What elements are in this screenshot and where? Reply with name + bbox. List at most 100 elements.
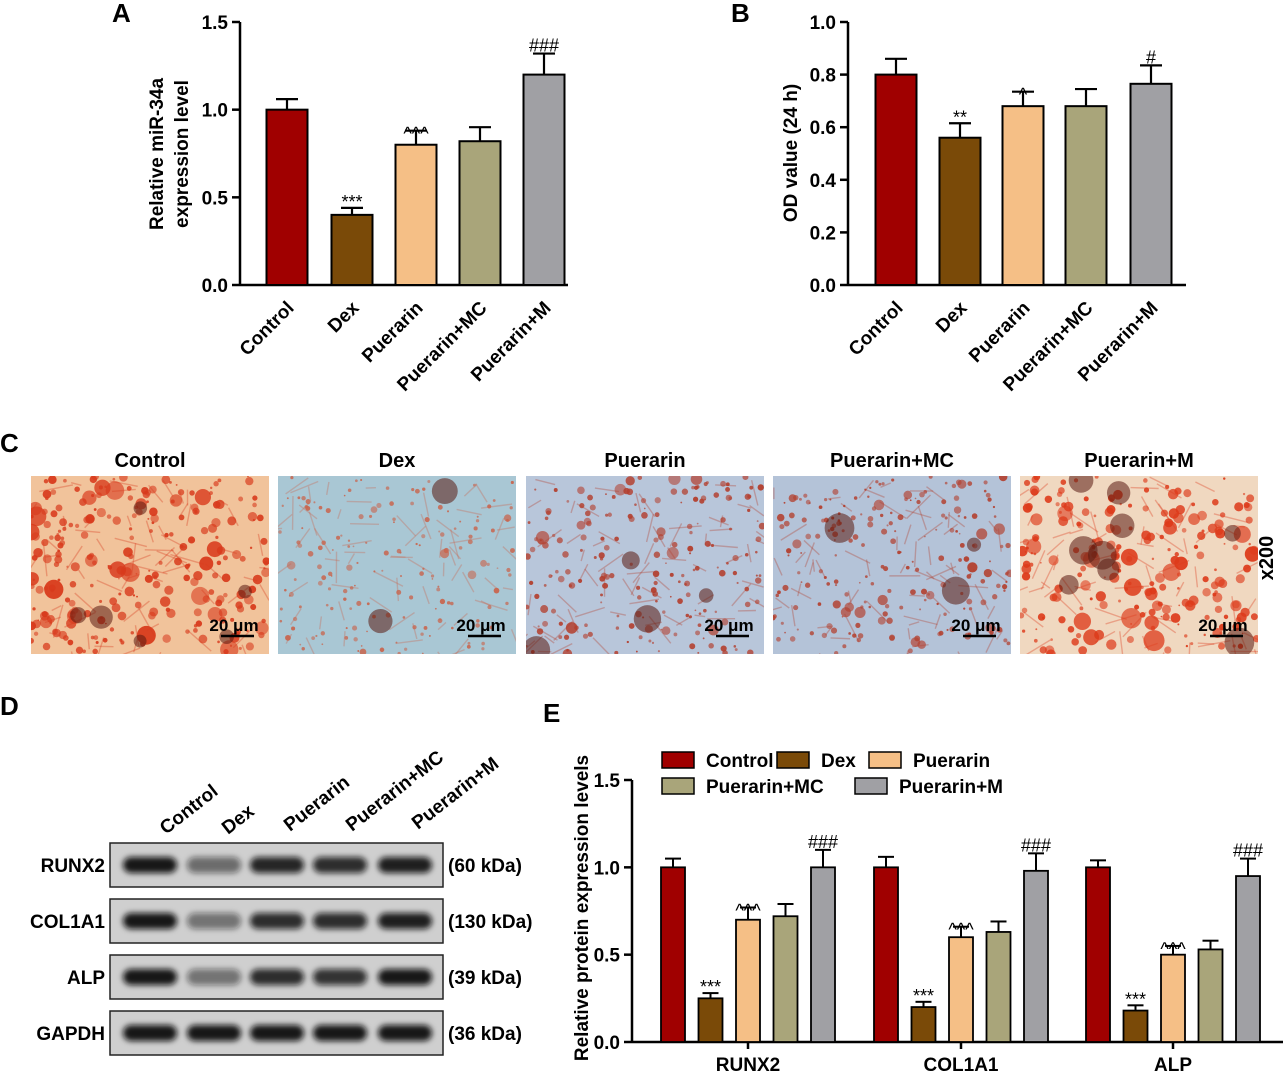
micrograph-stain-dot (759, 574, 762, 577)
micrograph-stain-dot (689, 552, 691, 554)
micrograph-stain-dot (577, 487, 585, 495)
micrograph-stain-dot (854, 496, 858, 500)
micrograph-stain-dot (855, 623, 860, 628)
micrograph-stain-dot (1005, 572, 1008, 575)
micrograph-stain-dot (232, 550, 241, 559)
micrograph-stain-dot (1038, 613, 1045, 620)
micrograph-stain-dot (344, 636, 348, 640)
micrograph-stain-dot (638, 475, 643, 480)
micrograph-stain-dot (1211, 581, 1219, 589)
micrograph-stain-dot (1244, 503, 1252, 511)
micrograph-stain-dot (1003, 638, 1007, 642)
micrograph-stain-dot (947, 629, 949, 631)
micrograph-stain-dot (301, 496, 305, 500)
micrograph-scale-label: 20 μm (209, 616, 258, 635)
micrograph-stain-dot (141, 487, 149, 495)
blot-band (187, 857, 241, 873)
micrograph-stain-dot (1128, 582, 1132, 586)
micrograph-stain-dot (1045, 645, 1055, 655)
chart-b-ytick-label: 0.2 (810, 223, 836, 244)
micrograph-stain-dot (261, 568, 270, 577)
micrograph-stain-dot (217, 561, 221, 565)
micrograph-stain-dot (1188, 513, 1200, 525)
micrograph-stain-dot (1144, 487, 1149, 492)
micrograph-stain-dot (742, 474, 748, 480)
micrograph-stain-dot (654, 552, 660, 558)
micrograph-stain-dot (945, 482, 948, 485)
micrograph-stain-dot (912, 561, 914, 563)
micrograph-stain-dot (881, 529, 887, 535)
micrograph-stain-dot (1246, 517, 1253, 524)
micrograph-stain-dot (109, 561, 126, 578)
micrograph-stain-dot (899, 551, 901, 553)
micrograph-stain-dot (867, 522, 873, 528)
micrograph-stain-dot (689, 615, 692, 618)
chart-e-legend-swatch (662, 752, 694, 768)
micrograph-stain-dot (722, 650, 728, 656)
micrograph-stain-dot (628, 514, 633, 519)
micrograph-stain-dot (1061, 502, 1067, 508)
blot-protein-label: COL1A1 (30, 912, 105, 933)
micrograph-stain-dot (1058, 616, 1065, 623)
micrograph-stain-dot (301, 527, 303, 529)
micrograph-stain-dot (874, 500, 885, 511)
micrograph-stain-dot (217, 641, 220, 644)
micrograph-stain-dot (321, 575, 326, 580)
micrograph-stain-dot (713, 492, 719, 498)
micrograph-stain-dot (392, 518, 395, 521)
micrograph-stain-dot (604, 574, 610, 580)
micrograph-stain-dot (125, 587, 135, 597)
micrograph-stain-dot (54, 535, 61, 542)
blot-lane-label: Control (156, 781, 222, 839)
micrograph-stain-dot (47, 615, 55, 623)
micrograph-stain-dot (55, 551, 61, 557)
micrograph-stain-dot (565, 569, 571, 575)
micrograph-stain-dot (348, 489, 352, 493)
micrograph-stain-dot (835, 554, 837, 556)
micrograph-stain-dot (330, 607, 333, 610)
micrograph-stain-dot (651, 587, 657, 593)
micrograph-stain-dot (23, 524, 40, 541)
chart-a-significance: *** (341, 192, 362, 212)
micrograph-stain-dot (609, 573, 614, 578)
micrograph-stain-dot (726, 562, 729, 565)
micrograph-stain-dot (745, 553, 749, 557)
micrograph-stain-dot (720, 481, 726, 487)
micrograph-scale-label: 20 μm (1198, 616, 1247, 635)
micrograph-stain-dot (563, 649, 572, 658)
micrograph-stain-dot (566, 500, 569, 503)
micrograph-stain-dot (726, 482, 730, 486)
micrograph-stain-dot (328, 587, 331, 590)
micrograph-stain-dot (644, 508, 646, 510)
micrograph-stain-dot (369, 515, 372, 518)
micrograph-stain-dot (605, 493, 607, 495)
micrograph-stain-dot (393, 521, 395, 523)
micrograph-stain-dot (319, 506, 323, 510)
micrograph-stain-dot (868, 606, 871, 609)
micrograph-stain-dot (1023, 539, 1030, 546)
micrograph-stain-dot (529, 581, 533, 585)
chart-e-bar (987, 932, 1011, 1042)
micrograph-stain-dot (149, 529, 153, 533)
blot-band (123, 969, 177, 985)
micrograph-stain-dot (1183, 489, 1191, 497)
chart-a-ytick-label: 0.0 (202, 276, 228, 297)
micrograph-stain-dot (481, 642, 485, 646)
micrograph-stain-dot (326, 604, 329, 607)
micrograph-stain-dot (605, 514, 608, 517)
micrograph-stain-dot (966, 599, 972, 605)
micrograph-stain-dot (43, 643, 51, 651)
micrograph-stain-dot (915, 568, 919, 572)
micrograph-stain-dot (732, 555, 738, 561)
micrograph-stain-dot (653, 570, 660, 577)
micrograph-stain-dot (534, 537, 538, 541)
micrograph-stain-dot (355, 479, 358, 482)
micrograph-stain-dot (852, 633, 856, 637)
micrograph-stain-dot (826, 623, 832, 629)
micrograph-stain-dot (1152, 558, 1154, 560)
micrograph-stain-dot (967, 562, 977, 572)
micrograph-stain-dot (1182, 528, 1187, 533)
micrograph-stain-dot (1191, 502, 1195, 506)
micrograph-stain-dot (919, 608, 921, 610)
